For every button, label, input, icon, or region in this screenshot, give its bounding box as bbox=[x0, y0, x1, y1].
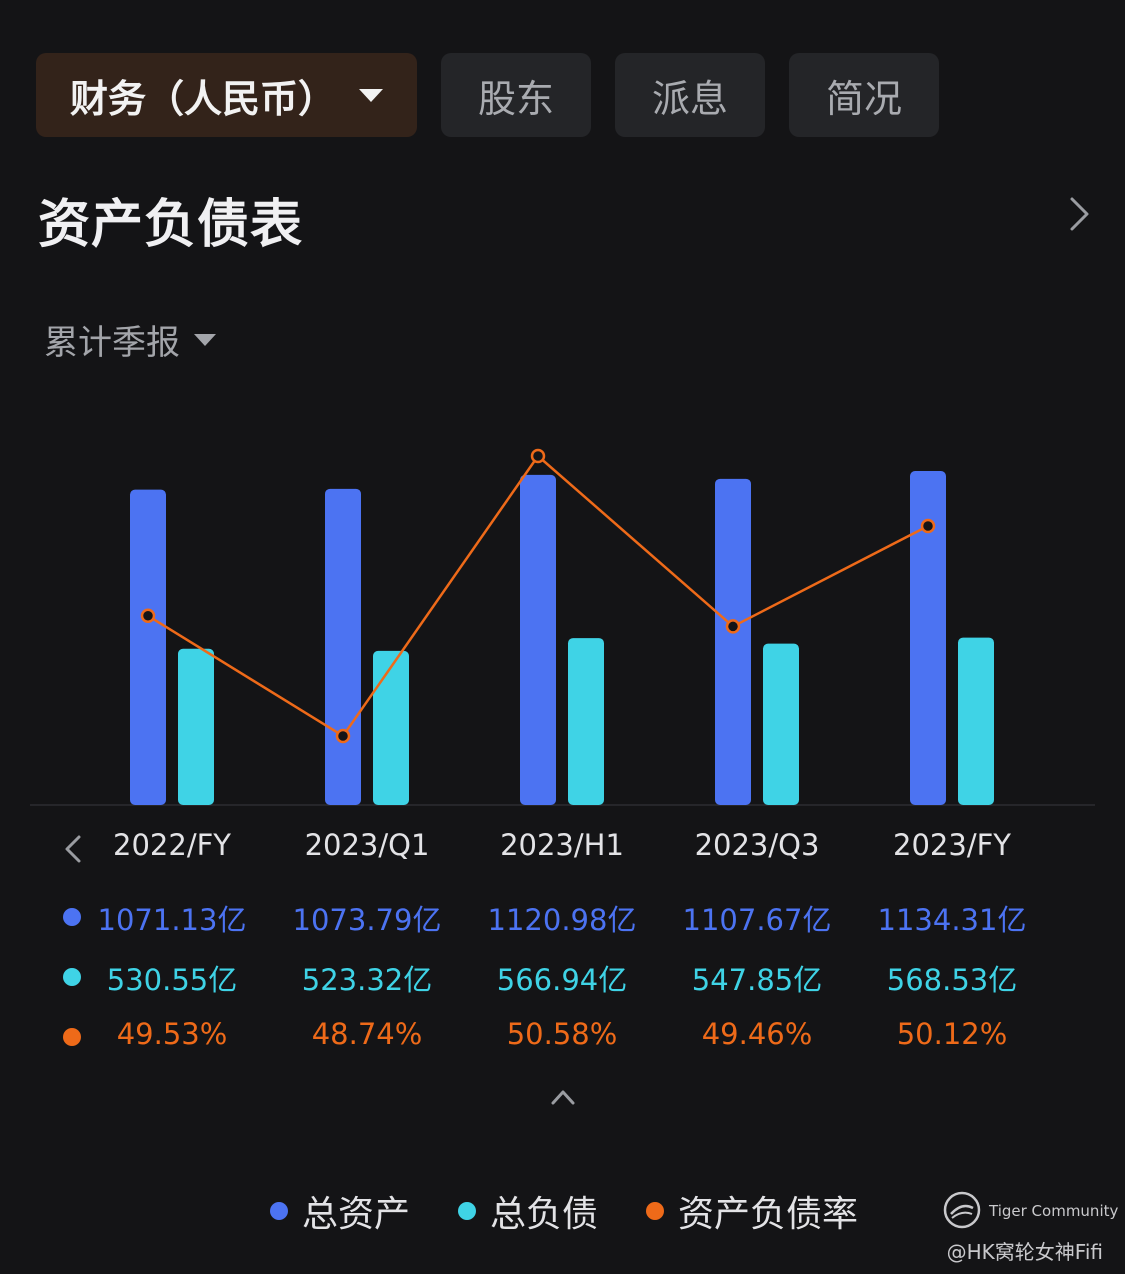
cell-total-liabilities: 566.94亿 bbox=[496, 963, 628, 997]
legend-label: 总负债 bbox=[490, 1194, 599, 1235]
chart-legend: 总资产 总负债 资产负债率 bbox=[270, 1185, 906, 1237]
bar-total-liabilities bbox=[373, 650, 409, 805]
cell-total-assets: 1120.98亿 bbox=[487, 903, 637, 937]
bar-total-assets bbox=[910, 471, 946, 805]
period-selector[interactable]: 累计季报 bbox=[44, 315, 216, 364]
section-title: 资产负债表 bbox=[38, 195, 304, 255]
cell-total-assets: 1073.79亿 bbox=[292, 903, 442, 937]
point-debt-ratio bbox=[530, 448, 546, 464]
period-label: 2022/FY bbox=[113, 828, 231, 862]
chevron-left-icon[interactable] bbox=[62, 834, 84, 864]
tiger-logo-icon bbox=[943, 1191, 981, 1229]
bar-total-liabilities bbox=[763, 643, 799, 805]
legend-item-debt-ratio: 资产负债率 bbox=[646, 1185, 858, 1237]
cell-total-liabilities: 547.85亿 bbox=[691, 963, 823, 997]
legend-item-total-liabilities: 总负债 bbox=[458, 1185, 598, 1237]
caret-down-icon bbox=[359, 88, 383, 102]
legend-dot bbox=[270, 1202, 288, 1220]
tab-shareholders-label: 股东 bbox=[477, 76, 554, 121]
point-debt-ratio bbox=[335, 728, 351, 744]
period-label: 2023/FY bbox=[893, 828, 1011, 862]
bar-total-assets bbox=[520, 474, 556, 805]
cell-debt-ratio: 50.58% bbox=[506, 1017, 618, 1051]
bar-total-liabilities bbox=[178, 648, 214, 805]
point-debt-ratio bbox=[920, 518, 936, 534]
period-label: 2023/Q3 bbox=[694, 828, 820, 862]
period-selector-label: 累计季报 bbox=[44, 323, 180, 363]
bar-total-assets bbox=[715, 478, 751, 805]
cell-total-liabilities: 523.32亿 bbox=[301, 963, 433, 997]
watermark-brand: Tiger Community bbox=[989, 1202, 1119, 1220]
tab-dividends[interactable]: 派息 bbox=[615, 53, 765, 137]
cell-debt-ratio: 49.53% bbox=[116, 1017, 228, 1051]
legend-label: 资产负债率 bbox=[678, 1194, 859, 1235]
bar-total-assets bbox=[130, 489, 166, 805]
cell-debt-ratio: 49.46% bbox=[701, 1017, 813, 1051]
cell-debt-ratio: 50.12% bbox=[896, 1017, 1008, 1051]
tab-finance-label: 财务（人民币） bbox=[70, 76, 337, 121]
legend-dot bbox=[458, 1202, 477, 1220]
watermark-user: @HK窝轮女神Fifi bbox=[946, 1240, 1103, 1264]
legend-dot bbox=[646, 1202, 665, 1220]
cell-total-assets: 1071.13亿 bbox=[97, 903, 247, 937]
balance-sheet-chart bbox=[30, 448, 1095, 806]
bar-total-liabilities bbox=[958, 637, 994, 805]
legend-label: 总资产 bbox=[302, 1194, 411, 1235]
top-tabs: 财务（人民币） 股东 派息 简况 bbox=[36, 53, 939, 137]
chevron-right-icon[interactable] bbox=[1063, 196, 1095, 232]
legend-item-total-assets: 总资产 bbox=[270, 1185, 410, 1237]
cell-total-liabilities: 568.53亿 bbox=[886, 963, 1018, 997]
tab-profile-label: 简况 bbox=[825, 76, 902, 121]
cell-debt-ratio: 48.74% bbox=[311, 1017, 423, 1051]
cell-total-liabilities: 530.55亿 bbox=[106, 963, 238, 997]
point-debt-ratio bbox=[725, 619, 741, 634]
cell-total-assets: 1134.31亿 bbox=[877, 903, 1027, 937]
point-debt-ratio bbox=[140, 608, 156, 624]
tab-finance[interactable]: 财务（人民币） bbox=[36, 53, 417, 137]
total-liabilities-dot bbox=[63, 968, 81, 986]
cell-total-assets: 1107.67亿 bbox=[682, 903, 832, 937]
chevron-up-icon[interactable] bbox=[550, 1088, 576, 1106]
period-label: 2023/H1 bbox=[500, 828, 624, 862]
total-assets-dot bbox=[63, 908, 81, 926]
tab-shareholders[interactable]: 股东 bbox=[441, 53, 591, 137]
period-label: 2023/Q1 bbox=[304, 828, 430, 862]
debt-ratio-dot bbox=[63, 1028, 81, 1046]
tab-dividends-label: 派息 bbox=[651, 76, 728, 121]
tab-profile[interactable]: 简况 bbox=[789, 53, 939, 137]
bar-total-liabilities bbox=[568, 638, 604, 805]
bar-total-assets bbox=[325, 488, 361, 805]
caret-down-icon bbox=[194, 333, 216, 346]
